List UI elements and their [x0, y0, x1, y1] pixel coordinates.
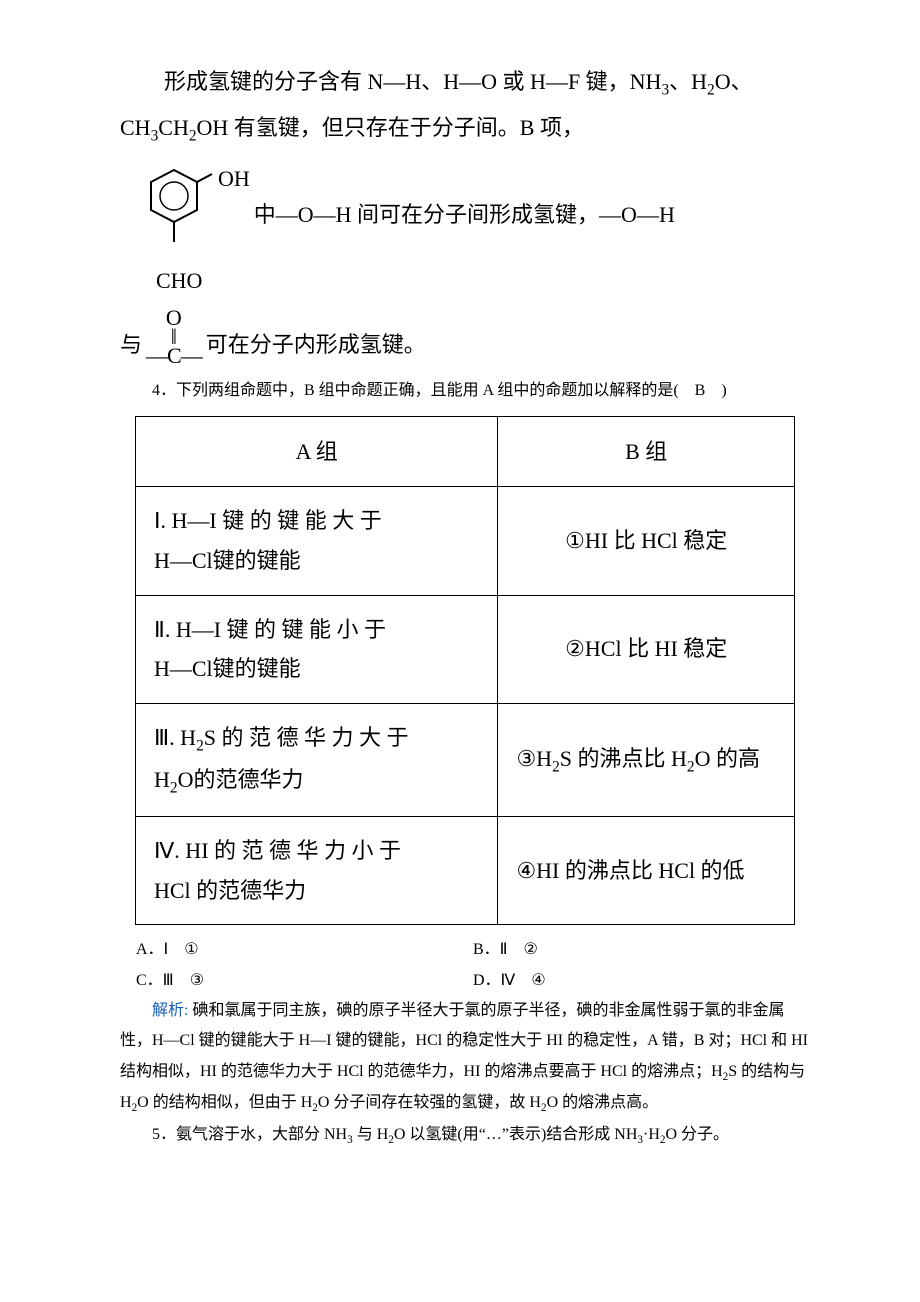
subscript: 2	[196, 737, 204, 754]
q4-stem: 4．下列两组命题中，B 组中命题正确，且能用 A 组中的命题加以解释的是( B …	[120, 377, 810, 406]
num: ④	[516, 858, 536, 883]
options-row: C．Ⅲ ③ D．Ⅳ ④	[136, 966, 810, 996]
num: ③	[516, 746, 536, 771]
text: O 以氢键(用“…”表示)结合形成 NH	[394, 1126, 638, 1143]
option-b: B．Ⅱ ②	[473, 935, 810, 965]
text: D．Ⅳ ④	[473, 972, 546, 989]
col-header-a: A 组	[136, 416, 498, 487]
text: H—Cl键的键能	[154, 548, 301, 573]
text: Ⅱ. H—I 键 的 键 能 小 于	[154, 617, 386, 642]
cell-b: ②HCl 比 HI 稳定	[498, 595, 795, 703]
text: O 的结构相似，但由于 H	[137, 1094, 312, 1111]
cell-b: ①HI 比 HCl 稳定	[498, 487, 795, 595]
text: O 分子。	[665, 1126, 729, 1143]
explanation-label: 解析:	[152, 1002, 188, 1019]
text: 、H	[669, 69, 707, 94]
text: Ⅰ. H—I 键 的 键 能 大 于	[154, 508, 382, 533]
options-row: A．Ⅰ ① B．Ⅱ ②	[136, 935, 810, 965]
text: O的范德华力	[178, 767, 304, 792]
text: OH 有氢键，但只存在于分子间。B 项，	[197, 115, 584, 140]
q4-explanation: 解析: 碘和氯属于同主族，碘的原子半径大于氯的原子半径，碘的非金属性弱于氯的非金…	[120, 996, 810, 1120]
text: A．Ⅰ ①	[136, 941, 199, 958]
text: Ⅲ. H	[154, 725, 196, 750]
cell-a: Ⅲ. H2S 的 范 德 华 力 大 于 H2O的范德华力	[136, 703, 498, 816]
text: 5．氨气溶于水，大部分 NH	[152, 1126, 347, 1143]
cell-a: Ⅱ. H—I 键 的 键 能 小 于 H—Cl键的键能	[136, 595, 498, 703]
option-d: D．Ⅳ ④	[473, 966, 810, 996]
table-row: Ⅲ. H2S 的 范 德 华 力 大 于 H2O的范德华力 ③H2S 的沸点比 …	[136, 703, 795, 816]
carbonyl-c: —C—	[146, 345, 202, 367]
text: O 的高	[695, 746, 760, 771]
hydrogen-bond-paragraph: 形成氢键的分子含有 N—H、H—O 或 H—F 键，NH3、H2O、CH3CH2…	[120, 60, 810, 367]
para-line-1: 形成氢键的分子含有 N—H、H—O 或 H—F 键，NH3、H2O、CH3CH2…	[120, 60, 810, 152]
text: H—Cl键的键能	[154, 656, 301, 681]
subscript: 2	[707, 81, 715, 98]
text: C．Ⅲ ③	[136, 972, 204, 989]
option-c: C．Ⅲ ③	[136, 966, 473, 996]
text: 形成氢键的分子含有 N—H、H—O 或 H—F 键，NH	[164, 69, 661, 94]
cell-b: ④HI 的沸点比 HCl 的低	[498, 816, 795, 924]
table-row: Ⅱ. H—I 键 的 键 能 小 于 H—Cl键的键能 ②HCl 比 HI 稳定	[136, 595, 795, 703]
table-header-row: A 组 B 组	[136, 416, 795, 487]
cell-b: ③H2S 的沸点比 H2O 的高	[498, 703, 795, 816]
text: B．Ⅱ ②	[473, 941, 538, 958]
subscript: 2	[189, 128, 197, 145]
subscript: 2	[552, 758, 560, 775]
col-header-b: B 组	[498, 416, 795, 487]
benzene-cho-label: CHO	[156, 259, 810, 303]
cell-a: Ⅳ. HI 的 范 德 华 力 小 于 HCl 的范德华力	[136, 816, 498, 924]
benzene-oh-label: OH	[218, 157, 250, 201]
page: 形成氢键的分子含有 N—H、H—O 或 H—F 键，NH3、H2O、CH3CH2…	[0, 0, 920, 1211]
subscript: 2	[170, 779, 178, 796]
q5-stem: 5．氨气溶于水，大部分 NH3 与 H2O 以氢键(用“…”表示)结合形成 NH…	[120, 1120, 810, 1151]
text: HCl 比 HI 稳定	[585, 636, 727, 661]
text: S 的 范 德 华 力 大 于	[204, 725, 409, 750]
text: O 分子间存在较强的氢键，故 H	[318, 1094, 541, 1111]
q4-options: A．Ⅰ ① B．Ⅱ ② C．Ⅲ ③ D．Ⅳ ④	[136, 935, 810, 996]
text: ·H	[643, 1126, 660, 1143]
text: H	[536, 746, 552, 771]
text: HCl 的范德华力	[154, 878, 306, 903]
text: 与 H	[353, 1126, 389, 1143]
num: ②	[565, 636, 585, 661]
text: 可在分子内形成氢键。	[206, 323, 426, 367]
text: 中—O—H 间可在分子间形成氢键，—O—H	[254, 193, 675, 237]
subscript: 2	[687, 758, 695, 775]
carbonyl-line: 与 O ‖ —C— 可在分子内形成氢键。	[120, 307, 810, 366]
text: CH	[158, 115, 189, 140]
text: HI 比 HCl 稳定	[585, 528, 727, 553]
text: O 的熔沸点高。	[547, 1094, 659, 1111]
text: 碘和氯属于同主族，碘的原子半径大于氯的原子半径，碘的非金属性弱于氯的非金属性，H…	[120, 1002, 808, 1080]
text: H	[154, 767, 170, 792]
table-row: Ⅰ. H—I 键 的 键 能 大 于 H—Cl键的键能 ①HI 比 HCl 稳定	[136, 487, 795, 595]
text: HI 的沸点比 HCl 的低	[536, 858, 744, 883]
carbonyl-structure-icon: O ‖ —C—	[146, 307, 202, 366]
option-a: A．Ⅰ ①	[136, 935, 473, 965]
num: ①	[565, 528, 585, 553]
text: Ⅳ. HI 的 范 德 华 力 小 于	[154, 838, 401, 863]
cell-a: Ⅰ. H—I 键 的 键 能 大 于 H—Cl键的键能	[136, 487, 498, 595]
table-row: Ⅳ. HI 的 范 德 华 力 小 于 HCl 的范德华力 ④HI 的沸点比 H…	[136, 816, 795, 924]
text: S 的沸点比 H	[560, 746, 687, 771]
q4-table: A 组 B 组 Ⅰ. H—I 键 的 键 能 大 于 H—Cl键的键能 ①HI …	[135, 416, 795, 926]
subscript: 3	[661, 81, 669, 98]
text: 与	[120, 323, 142, 367]
